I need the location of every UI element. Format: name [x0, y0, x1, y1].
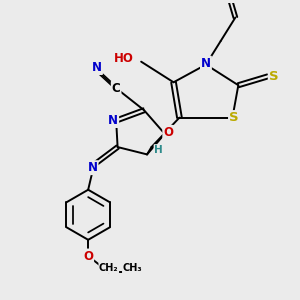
Text: S: S — [229, 111, 239, 124]
Text: S: S — [269, 70, 278, 83]
Text: N: N — [108, 114, 118, 127]
Text: CH₃: CH₃ — [122, 263, 142, 273]
Text: O: O — [83, 250, 93, 262]
Text: N: N — [88, 161, 98, 174]
Text: N: N — [92, 61, 102, 74]
Text: N: N — [201, 57, 211, 70]
Text: CH₂: CH₂ — [99, 263, 118, 273]
Text: HO: HO — [114, 52, 134, 65]
Text: H: H — [154, 145, 163, 155]
Text: C: C — [112, 82, 121, 95]
Text: O: O — [163, 126, 173, 139]
